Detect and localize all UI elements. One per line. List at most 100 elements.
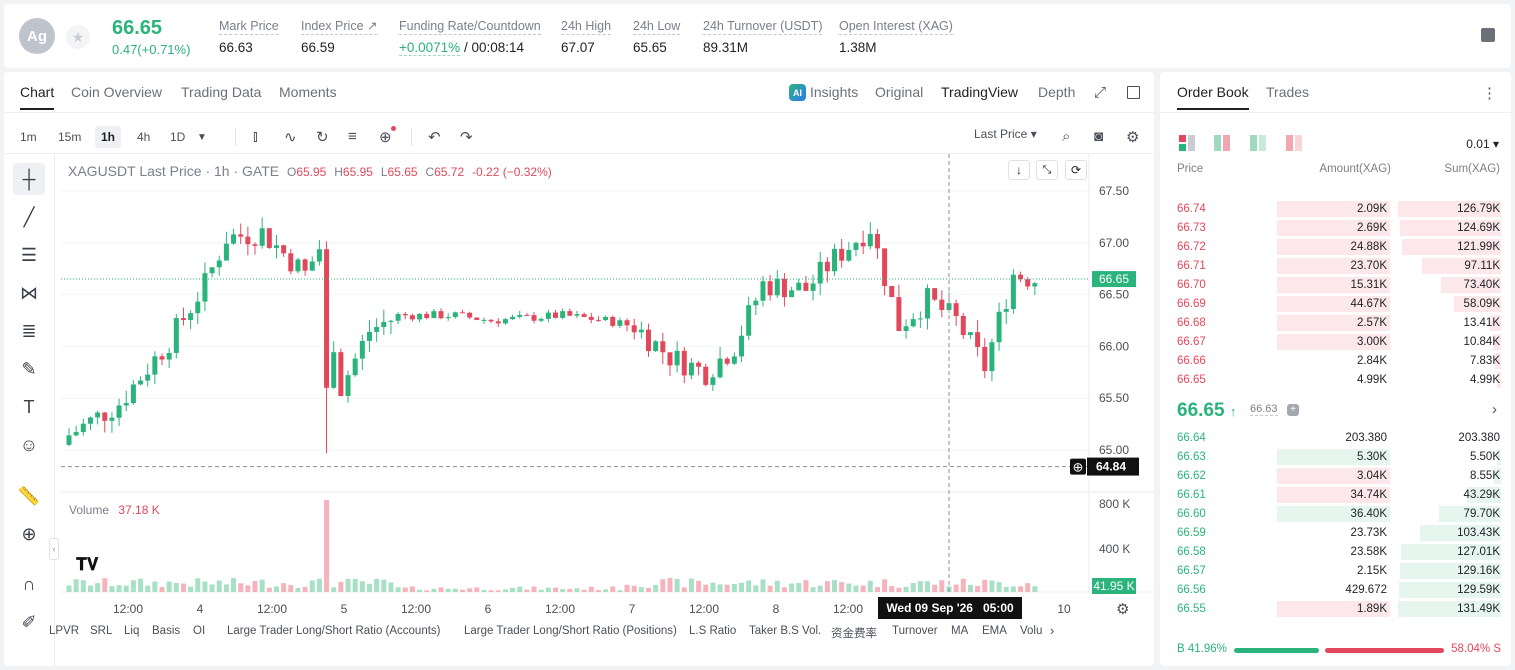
interval-1h[interactable]: 1h	[95, 126, 122, 148]
price-chart[interactable]: 66.65 ⊕ 64.84 67.50 67.00 66.50 66.00 65.50 65.0…	[4, 72, 1154, 666]
volume-bar	[1018, 586, 1024, 592]
precision-select[interactable]: 0.01 ▾	[1466, 137, 1499, 151]
bid-row[interactable]: 66.59 23.73K 103.43K	[1160, 524, 1511, 543]
expand-icon[interactable]: ⤢	[1094, 84, 1107, 101]
bid-row[interactable]: 66.56 429.672 129.59K	[1160, 581, 1511, 600]
ask-row[interactable]: 66.65 4.99K 4.99K	[1160, 371, 1511, 390]
templates-icon[interactable]: ≡	[348, 128, 357, 145]
ask-row[interactable]: 66.74 2.09K 126.79K	[1160, 200, 1511, 219]
indicator-large-trader-positions[interactable]: Large Trader Long/Short Ratio (Positions…	[464, 625, 677, 637]
indicator-taker-bs-vol[interactable]: Taker B.S Vol.	[749, 625, 822, 637]
text-tool-icon[interactable]: T	[23, 396, 35, 417]
indicator-scroll-right-icon[interactable]: ›	[1050, 623, 1055, 638]
search-icon[interactable]: ⌕	[1062, 128, 1071, 145]
bid-row[interactable]: 66.61 34.74K 43.29K	[1160, 486, 1511, 505]
bid-row[interactable]: 66.64 203.380 203.380	[1160, 429, 1511, 448]
ask-row[interactable]: 66.70 15.31K 73.40K	[1160, 276, 1511, 295]
camera-icon[interactable]: ◙	[1094, 128, 1104, 145]
volume-bar	[502, 589, 508, 592]
indicator-turnover[interactable]: Turnover	[892, 625, 938, 637]
mode-insights[interactable]: Insights	[810, 84, 859, 100]
stat-index-price[interactable]: Index Price ↗ 66.59	[301, 19, 378, 55]
candle-type-icon[interactable]: ⫾	[253, 128, 258, 145]
volume-bar	[903, 586, 909, 592]
bid-row[interactable]: 66.58 23.58K 127.01K	[1160, 543, 1511, 562]
indicator-basis[interactable]: Basis	[152, 625, 181, 637]
mode-depth[interactable]: Depth	[1038, 84, 1076, 100]
price-type-select[interactable]: Last Price ▾	[974, 127, 1037, 141]
chevron-right-icon[interactable]: ›	[1492, 401, 1497, 418]
emoji-icon[interactable]: ☺	[19, 434, 39, 455]
interval-15m[interactable]: 15m	[58, 130, 82, 144]
pencil-lock-icon[interactable]: ✐	[21, 611, 37, 632]
ask-row[interactable]: 66.69 44.67K 58.09K	[1160, 295, 1511, 314]
view-bids-icon[interactable]	[1250, 135, 1266, 151]
window-icon[interactable]	[1127, 86, 1140, 99]
tab-moments[interactable]: Moments	[279, 84, 337, 100]
ask-row[interactable]: 66.73 2.69K 124.69K	[1160, 219, 1511, 238]
interval-dropdown-icon[interactable]: ▼	[197, 132, 207, 143]
collapse-icon[interactable]: ⤡	[1036, 160, 1058, 180]
volume-legend: Volume 37.18 K	[69, 503, 160, 517]
ai-insights-icon[interactable]: AI	[789, 84, 806, 101]
indicator-ls-ratio[interactable]: L.S Ratio	[689, 625, 737, 637]
view-asks-icon[interactable]	[1286, 135, 1302, 151]
compare-icon[interactable]: ↻	[316, 129, 329, 146]
mode-tradingview[interactable]: TradingView	[941, 84, 1019, 100]
favorite-star-icon[interactable]: ★	[66, 25, 90, 49]
pattern-tool-icon[interactable]: ⋈	[20, 282, 38, 303]
indicator-lpvr[interactable]: LPVR	[49, 625, 80, 637]
reset-view-icon[interactable]: ⟳	[1065, 160, 1087, 180]
interval-1m[interactable]: 1m	[20, 130, 37, 144]
ask-row[interactable]: 66.72 24.88K 121.99K	[1160, 238, 1511, 257]
undo-icon[interactable]: ↶	[428, 129, 441, 146]
tab-trading-data[interactable]: Trading Data	[181, 84, 262, 100]
horizontal-lines-icon[interactable]: ☰	[20, 244, 38, 265]
indicator-oi[interactable]: OI	[193, 625, 206, 637]
indicator-srl[interactable]: SRL	[90, 625, 113, 637]
indicator-large-trader-accounts[interactable]: Large Trader Long/Short Ratio (Accounts)	[227, 625, 441, 637]
bid-row[interactable]: 66.55 1.89K 131.49K	[1160, 600, 1511, 619]
add-alert-icon[interactable]: ⊕	[379, 126, 396, 146]
indicator-ma[interactable]: MA	[951, 625, 969, 637]
interval-4h[interactable]: 4h	[137, 130, 151, 144]
indicator-funding-rate[interactable]: 资金费率	[831, 628, 877, 640]
mode-original[interactable]: Original	[875, 84, 924, 100]
bid-row[interactable]: 66.62 3.04K 8.55K	[1160, 467, 1511, 486]
bid-row[interactable]: 66.60 36.40K 79.70K	[1160, 505, 1511, 524]
time-axis-settings-icon[interactable]: ⚙	[1116, 601, 1130, 618]
ask-row[interactable]: 66.66 2.84K 7.83K	[1160, 352, 1511, 371]
crosshair-icon[interactable]: ┼	[13, 163, 45, 195]
indicators-icon[interactable]: ∿	[284, 129, 297, 146]
indicator-liq[interactable]: Liq	[124, 625, 140, 637]
indicator-volume[interactable]: Volu	[1020, 625, 1043, 637]
scroll-down-icon[interactable]: ↓	[1008, 160, 1030, 180]
candle-body	[553, 312, 558, 318]
collapse-toolbar-icon[interactable]: ‹	[49, 538, 59, 560]
fib-tool-icon[interactable]: ≣	[21, 320, 37, 341]
magnet-icon[interactable]: ∩	[22, 573, 36, 594]
redo-icon[interactable]: ↷	[460, 129, 473, 146]
more-options-icon[interactable]: ⋮	[1482, 85, 1497, 102]
book-icon[interactable]	[1481, 28, 1495, 42]
view-mixed-icon[interactable]	[1214, 135, 1230, 151]
view-both-icon[interactable]	[1179, 135, 1195, 151]
mid-price[interactable]: 66.65 ↑	[1177, 400, 1237, 421]
tab-order-book[interactable]: Order Book	[1177, 84, 1249, 110]
settings-gear-icon[interactable]: ⚙	[1126, 129, 1140, 146]
tab-coin-overview[interactable]: Coin Overview	[71, 84, 163, 100]
indicator-ema[interactable]: EMA	[982, 625, 1007, 637]
volume-bar	[681, 587, 687, 592]
bid-row[interactable]: 66.57 2.15K 129.16K	[1160, 562, 1511, 581]
zoom-in-icon[interactable]: ⊕	[21, 523, 37, 544]
trend-line-icon[interactable]: ╱	[23, 206, 35, 227]
tab-chart[interactable]: Chart	[20, 84, 55, 110]
ask-row[interactable]: 66.71 23.70K 97.11K	[1160, 257, 1511, 276]
ask-row[interactable]: 66.68 2.57K 13.41K	[1160, 314, 1511, 333]
interval-1d[interactable]: 1D	[170, 130, 186, 144]
ruler-icon[interactable]: 📏	[17, 485, 41, 506]
bid-row[interactable]: 66.63 5.30K 5.50K	[1160, 448, 1511, 467]
ask-row[interactable]: 66.67 3.00K 10.84K	[1160, 333, 1511, 352]
tab-trades[interactable]: Trades	[1266, 84, 1310, 100]
brush-icon[interactable]: ✎	[21, 358, 37, 379]
